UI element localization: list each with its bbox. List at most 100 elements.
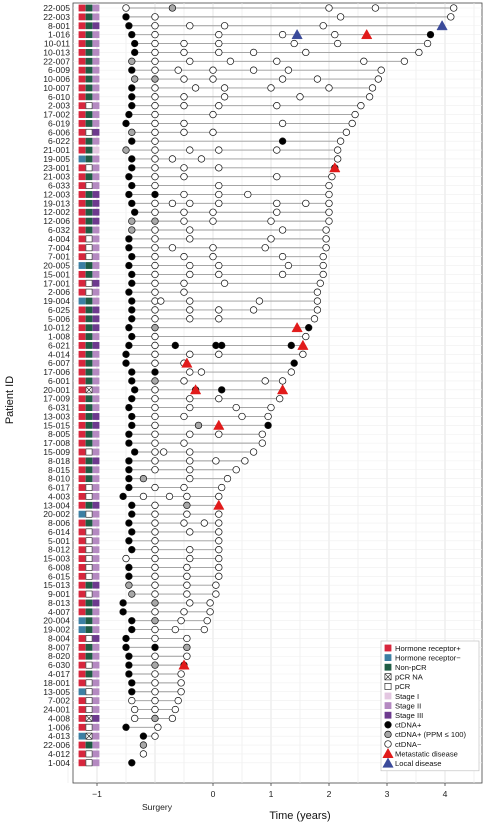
ctdna-positive-point [151, 190, 159, 199]
pcr-status-square [85, 324, 93, 332]
ctdna-negative-point [342, 128, 351, 136]
hormone-receptor-square [78, 413, 86, 420]
ctdna-negative-point [302, 199, 310, 208]
pcr-na-cross [85, 715, 93, 722]
ctdna-negative-point [151, 625, 159, 634]
ctdna-negative-point [215, 190, 223, 199]
pcr-status-square [85, 173, 93, 181]
ctdna-negative-point [336, 13, 345, 21]
hormone-receptor-square [78, 173, 86, 181]
ctdna-negative-point [151, 350, 159, 358]
ctdna-negative-point [151, 84, 159, 92]
legend-label: Stage II [395, 701, 421, 710]
ctdna-negative-point [151, 359, 159, 367]
ctdna-positive-point [125, 173, 133, 181]
patient-id-label: 8-004 [48, 633, 70, 643]
ctdna-negative-point [360, 57, 368, 65]
stage-square [92, 235, 100, 243]
ctdna-negative-point [313, 75, 322, 83]
ctdna-positive-point [125, 537, 133, 545]
ctdna-negative-point [128, 696, 136, 705]
ctdna-negative-point [215, 554, 223, 563]
stage-square [92, 279, 100, 287]
stage-square [92, 635, 100, 642]
ctdna-negative-point [215, 492, 223, 501]
stage-square [92, 306, 100, 314]
ctdna-positive-point [119, 492, 127, 501]
ctdna-positive-point [287, 341, 295, 350]
ctdna-positive-ppm-point [128, 128, 136, 136]
ctdna-negative-point [258, 439, 266, 447]
ctdna-negative-point [384, 740, 392, 748]
ctdna-positive-point [128, 270, 136, 279]
pcr-status-square [85, 484, 93, 491]
ctdna-negative-point [180, 519, 188, 527]
hormone-receptor-square [78, 679, 86, 687]
ctdna-negative-point [325, 217, 333, 225]
legend-item: ctDNA− [384, 740, 422, 749]
stage-square [92, 40, 100, 47]
ctdna-negative-point [151, 448, 159, 456]
ctdna-negative-point [151, 546, 159, 554]
ctdna-positive-point [139, 732, 148, 740]
patient-id-label: 8-018 [48, 456, 70, 466]
hormone-receptor-square [78, 457, 86, 465]
ctdna-negative-point [183, 652, 191, 660]
legend-item: Local disease [382, 757, 441, 768]
ctdna-negative-point [215, 199, 223, 208]
hormone-receptor-square [78, 546, 86, 554]
ctdna-negative-point [151, 226, 159, 234]
ctdna-negative-point [183, 563, 191, 572]
ctdna-negative-point [171, 625, 179, 634]
ctdna-negative-point [220, 22, 229, 30]
patient-id-label: 10-013 [43, 47, 70, 57]
hormone-receptor-square [78, 22, 86, 30]
pcr-status-square [85, 191, 93, 198]
ctdna-negative-point [151, 696, 159, 705]
pcr-status-square [85, 750, 93, 758]
ctdna-positive-ppm-point [125, 581, 133, 589]
patient-id-label: 10-007 [43, 83, 70, 93]
ctdna-negative-point [209, 66, 217, 74]
stage-square [92, 173, 100, 181]
ctdna-negative-point [209, 217, 217, 225]
pcr-status-square [85, 155, 93, 163]
ctdna-negative-point [215, 164, 223, 172]
ctdna-negative-point [180, 439, 188, 447]
ctdna-negative-point [151, 457, 159, 465]
stage-square [92, 342, 100, 349]
stage-square [92, 617, 100, 625]
ctdna-positive-point [128, 93, 136, 101]
stage-square [92, 146, 100, 154]
pcr-status-square [85, 590, 93, 598]
ctdna-negative-point [180, 75, 188, 83]
ctdna-negative-point [447, 13, 455, 21]
ctdna-negative-point [186, 554, 194, 563]
hormone-receptor-square [78, 279, 86, 287]
patient-id-label: 19-005 [43, 154, 70, 164]
ctdna-negative-point [371, 4, 380, 12]
patient-id-label: 20-001 [43, 385, 70, 395]
patient-id-label: 15-003 [43, 554, 70, 564]
patient-id-labels: 22-00522-0038-0011-01610-01110-01322-007… [43, 3, 70, 768]
pcr-status-square [85, 501, 93, 509]
hormone-receptor-square [78, 297, 86, 305]
patient-id-label: 18-001 [43, 678, 70, 688]
pcr-status-square [85, 120, 93, 127]
pcr-status-square [85, 315, 93, 323]
ctdna-positive-point [122, 643, 130, 652]
stage-square [92, 759, 100, 767]
ctdna-negative-point [186, 315, 194, 323]
ctdna-negative-point [151, 102, 159, 110]
ctdna-negative-point [183, 492, 191, 501]
ctdna-positive-point [128, 546, 136, 554]
patient-id-label: 8-012 [48, 545, 70, 555]
x-tick-label: 4 [443, 789, 448, 799]
pcr-status-square [85, 57, 93, 65]
ctdna-negative-point [186, 306, 194, 314]
hormone-receptor-square [78, 430, 86, 438]
patient-id-label: 12-002 [43, 207, 70, 217]
patient-id-label: 8-015 [48, 465, 70, 475]
metastatic-disease-marker [297, 339, 309, 350]
patient-id-label: 17-009 [43, 394, 70, 404]
